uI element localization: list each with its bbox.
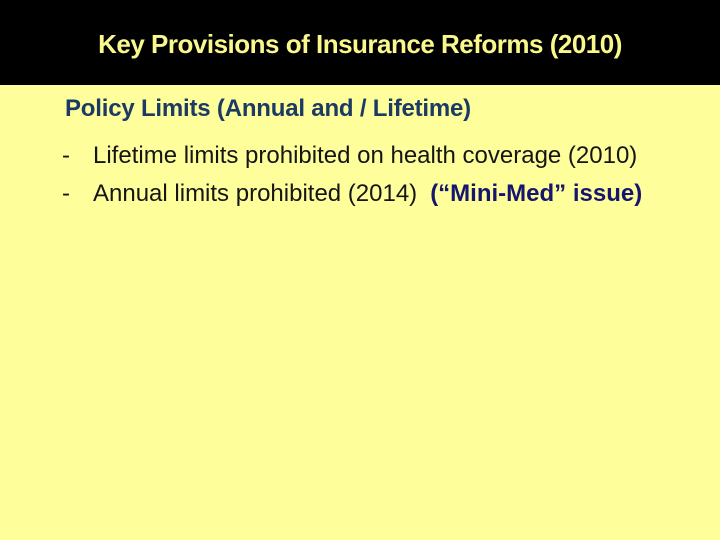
bullet-item: - Annual limits prohibited (2014) (“Mini…: [0, 179, 720, 209]
section-heading: Policy Limits (Annual and / Lifetime): [65, 95, 471, 122]
slide-title: Key Provisions of Insurance Reforms (201…: [98, 29, 622, 59]
bullet-text: Lifetime limits prohibited on health cov…: [93, 142, 638, 169]
bullet-dash-marker: -: [62, 180, 70, 207]
bullet-highlight-text: (“Mini-Med” issue): [430, 180, 643, 207]
title-band: Key Provisions of Insurance Reforms (201…: [0, 0, 720, 85]
bullet-text: Annual limits prohibited (2014): [93, 180, 418, 207]
slide-body: Policy Limits (Annual and / Lifetime) - …: [0, 85, 720, 209]
bullet-item: - Lifetime limits prohibited on health c…: [0, 141, 720, 171]
bullet-dash-marker: -: [62, 142, 70, 169]
